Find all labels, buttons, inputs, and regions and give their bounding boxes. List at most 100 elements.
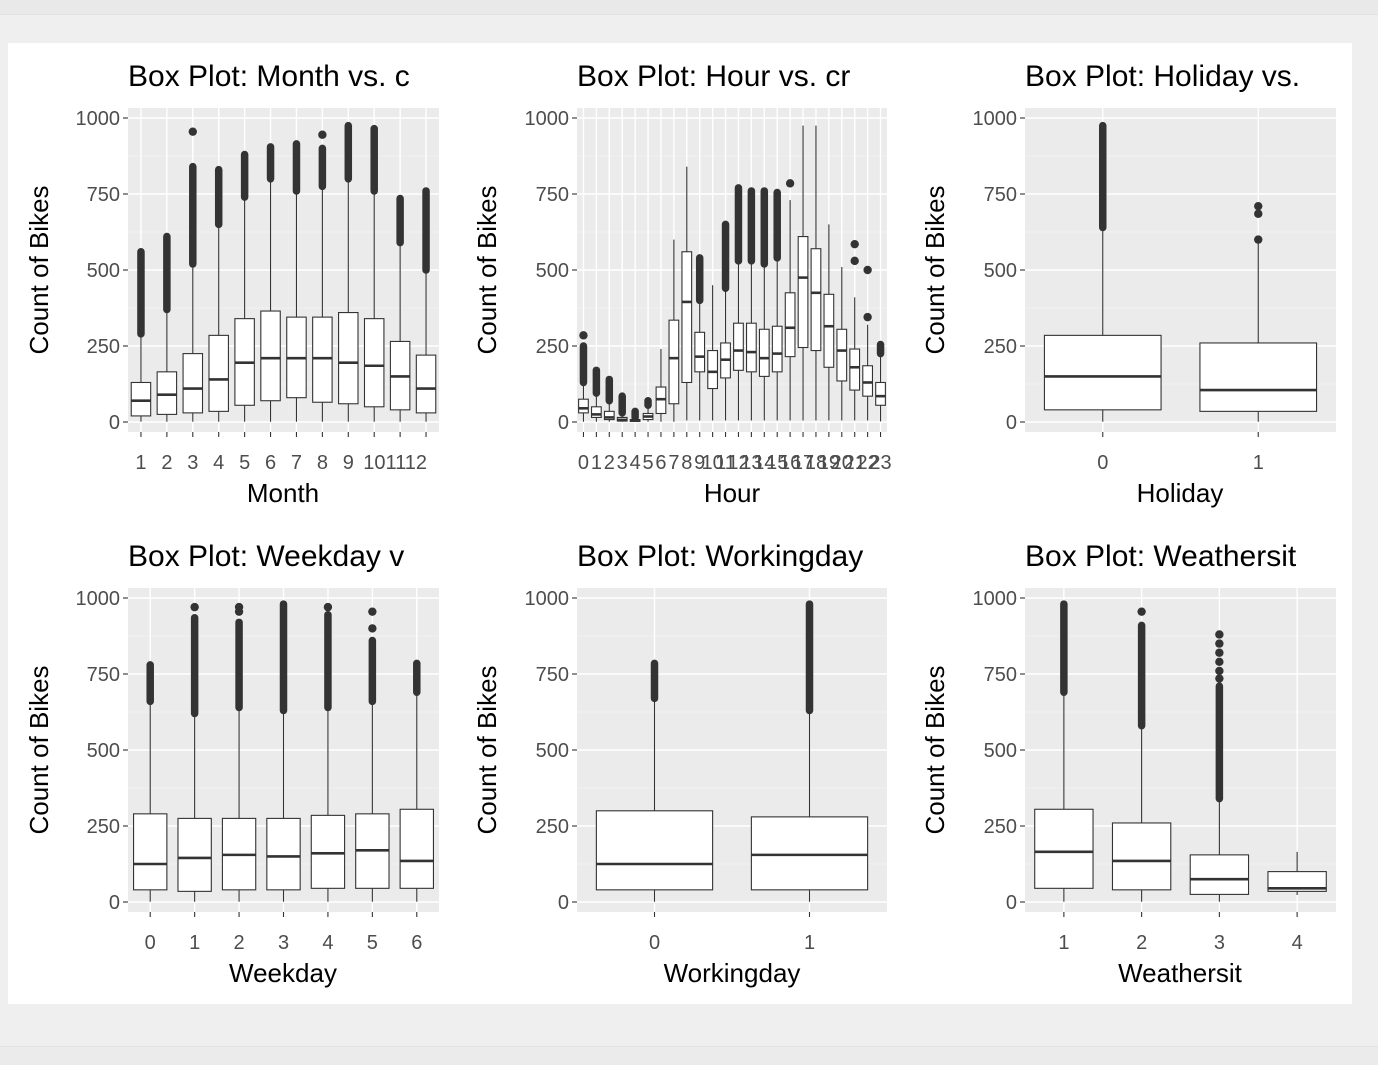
box-iqr [875, 381, 886, 406]
boxplot-panel-6: Box Plot: Weathersit [1025, 540, 1336, 912]
x-tick-label: 2 [1136, 932, 1147, 954]
x-axis-label: Weekday [229, 958, 337, 988]
top-panel-bar [0, 0, 1378, 15]
y-tick-label: 250 [984, 816, 1017, 838]
box-4 [1267, 851, 1327, 896]
box-20 [836, 266, 848, 421]
x-tick-label: 21 [844, 452, 866, 474]
x-tick-label: 3 [617, 452, 628, 474]
box-3 [616, 392, 628, 422]
box-2 [1111, 607, 1172, 902]
y-tick-label: 250 [87, 816, 120, 838]
x-axis-label: Hour [704, 478, 761, 508]
x-tick-label: 12 [727, 452, 749, 474]
box-11 [389, 194, 411, 422]
box-iqr [1034, 808, 1094, 889]
x-axis-label: Month [247, 478, 319, 508]
box-iqr [177, 817, 212, 892]
x-tick-label: 5 [239, 452, 250, 474]
y-tick-label: 0 [1006, 892, 1017, 914]
y-tick-label: 500 [984, 740, 1017, 762]
x-tick-label: 2 [234, 932, 245, 954]
x-tick-label: 0 [145, 932, 156, 954]
x-tick-label: 10 [702, 452, 724, 474]
box-2 [221, 602, 257, 902]
x-tick-label: 6 [655, 452, 666, 474]
x-tick-label: 18 [805, 452, 827, 474]
x-tick-label: 14 [753, 452, 775, 474]
box-10 [707, 285, 719, 421]
box-iqr [823, 293, 835, 368]
box-iqr [338, 312, 359, 405]
box-iqr [130, 381, 152, 417]
box-iqr [745, 322, 757, 373]
outlier-point [863, 265, 872, 275]
y-axis-label: Count of Bikes [920, 185, 950, 354]
box-iqr [771, 325, 783, 373]
y-tick-label: 500 [984, 260, 1017, 282]
box-0 [1043, 121, 1162, 422]
box-7 [286, 140, 307, 422]
x-tick-label: 2 [161, 452, 172, 474]
x-tick-label: 15 [766, 452, 788, 474]
x-tick-label: 13 [740, 452, 762, 474]
box-16 [784, 179, 796, 421]
box-4 [208, 165, 229, 422]
box-iqr [156, 371, 178, 415]
y-tick-label: 500 [87, 740, 120, 762]
box-17 [797, 125, 809, 421]
box-6 [655, 349, 667, 422]
outlier-point [190, 602, 199, 612]
box-3 [1189, 630, 1250, 902]
box-iqr [862, 365, 874, 397]
y-tick-label: 250 [984, 336, 1017, 358]
box-iqr [595, 810, 714, 891]
box-5 [642, 396, 654, 422]
y-axis-label: Count of Bikes [24, 665, 54, 834]
outlier-point [1215, 657, 1224, 667]
box-iqr [836, 328, 848, 382]
x-axis-label: Workingday [664, 958, 801, 988]
outlier-point [1137, 607, 1146, 616]
x-tick-label: 2 [604, 452, 615, 474]
x-tick-label: 9 [343, 452, 354, 474]
box-0 [578, 331, 589, 422]
outlier-point [368, 607, 377, 616]
boxplot-panel-2: Box Plot: Hour vs. cr [577, 60, 887, 432]
box-5 [234, 150, 255, 422]
box-iqr [1189, 854, 1250, 895]
outlier-point [850, 239, 859, 249]
x-tick-label: 5 [367, 932, 378, 954]
x-tick-label: 1 [189, 932, 200, 954]
box-13 [745, 187, 757, 421]
box-iqr [810, 248, 822, 352]
outlier-point [785, 179, 795, 188]
outlier-point [188, 127, 197, 136]
outlier-point [1215, 648, 1224, 657]
x-tick-label: 4 [213, 452, 224, 474]
boxplot-panel-5: Box Plot: Workingday [577, 540, 887, 912]
box-iqr [133, 813, 168, 891]
box-2 [603, 375, 615, 422]
x-tick-label: 0 [1097, 452, 1108, 474]
box-1 [130, 248, 152, 422]
bottom-panel-bar [0, 1046, 1378, 1065]
y-tick-label: 750 [536, 664, 569, 686]
y-tick-label: 750 [984, 664, 1017, 686]
x-axis-label: Weathersit [1118, 958, 1243, 988]
box-11 [720, 220, 731, 421]
y-tick-label: 500 [536, 740, 569, 762]
box-2 [156, 232, 178, 422]
y-tick-label: 0 [558, 412, 569, 434]
x-tick-label: 6 [411, 932, 422, 954]
x-axis-label: Holiday [1137, 478, 1224, 508]
outlier-point [1254, 209, 1263, 218]
y-tick-label: 500 [536, 260, 569, 282]
y-tick-label: 750 [87, 184, 120, 206]
box-9 [694, 254, 706, 421]
y-axis-label: Count of Bikes [24, 185, 54, 354]
x-tick-label: 101112 [363, 452, 427, 474]
x-tick-label: 1 [1058, 932, 1069, 954]
box-iqr [363, 318, 385, 408]
